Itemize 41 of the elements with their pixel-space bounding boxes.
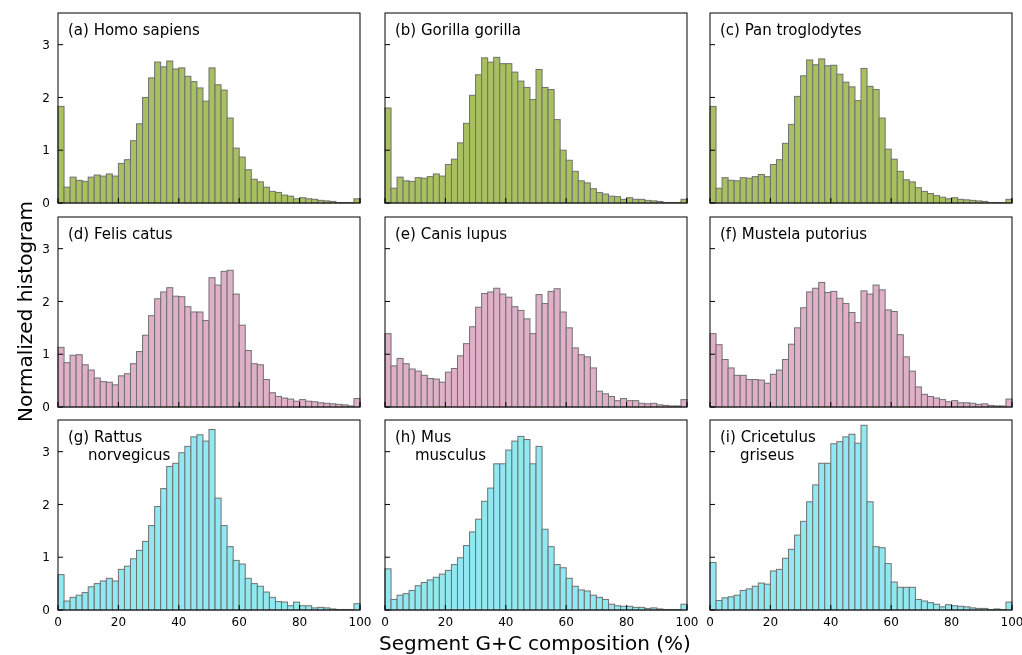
x-tick-label: 20 bbox=[762, 615, 779, 629]
text: (c) Pan troglodytes bbox=[720, 21, 862, 39]
y-tick-label: 1 bbox=[42, 347, 50, 362]
y-axis-title: Normalized histogram bbox=[13, 200, 37, 423]
text: (d) Felis catus bbox=[68, 225, 173, 243]
x-tick-label: 40 bbox=[498, 615, 514, 629]
text: (h) Mus musculus bbox=[395, 428, 487, 464]
x-axis-title: Segment G+C composition (%) bbox=[379, 631, 691, 655]
x-tick-label: 0 bbox=[381, 615, 389, 629]
x-tick-label: 40 bbox=[171, 615, 187, 629]
text: (g) Rattus norvegicus bbox=[68, 428, 171, 464]
text: (f) Mustela putorius bbox=[720, 225, 868, 243]
x-tick-label: 100 bbox=[348, 615, 372, 629]
y-tick-label: 1 bbox=[42, 550, 50, 565]
y-tick-label: 0 bbox=[42, 196, 50, 211]
y-tick-label: 0 bbox=[42, 400, 50, 415]
y-tick-label: 2 bbox=[42, 497, 50, 512]
x-tick-label: 60 bbox=[558, 615, 574, 629]
y-tick-label: 2 bbox=[42, 90, 50, 105]
x-tick-label: 60 bbox=[231, 615, 247, 629]
x-tick-label: 80 bbox=[291, 615, 308, 629]
y-tick-label: 1 bbox=[42, 143, 50, 158]
y-tick-label: 3 bbox=[42, 37, 50, 52]
y-tick-label: 3 bbox=[42, 444, 50, 459]
x-tick-label: 20 bbox=[110, 615, 127, 629]
text: (e) Canis lupus bbox=[395, 225, 508, 243]
text: (i) Cricetulus griseus bbox=[720, 428, 816, 464]
y-tick-label: 0 bbox=[42, 603, 50, 618]
x-tick-label: 0 bbox=[54, 615, 62, 629]
x-tick-label: 80 bbox=[943, 615, 960, 629]
y-tick-label: 2 bbox=[42, 294, 50, 309]
x-tick-label: 80 bbox=[618, 615, 635, 629]
x-tick-label: 100 bbox=[675, 615, 699, 629]
x-tick-label: 40 bbox=[823, 615, 839, 629]
x-tick-label: 0 bbox=[706, 615, 714, 629]
y-tick-label: 3 bbox=[42, 241, 50, 256]
x-tick-label: 20 bbox=[437, 615, 454, 629]
x-tick-label: 60 bbox=[883, 615, 899, 629]
x-tick-label: 100 bbox=[1000, 615, 1022, 629]
text: (a) Homo sapiens bbox=[68, 21, 201, 39]
text: (b) Gorilla gorilla bbox=[395, 21, 521, 39]
